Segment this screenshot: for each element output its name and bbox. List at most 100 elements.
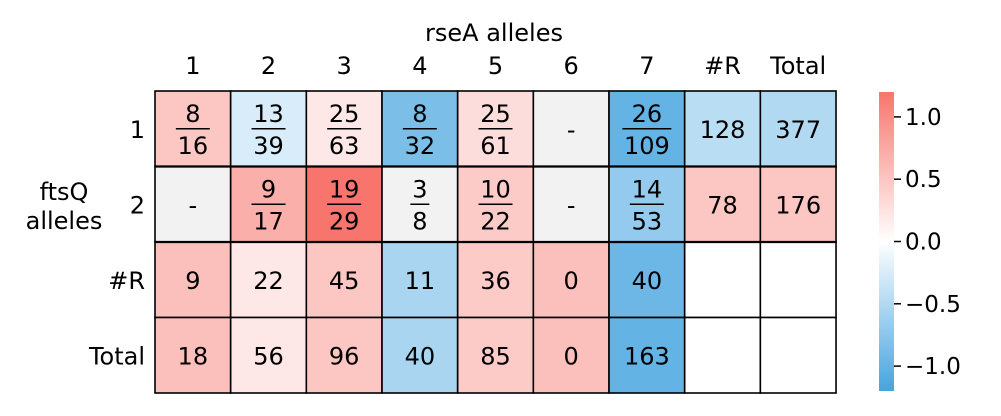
cell-value: 163 [624,342,670,370]
colorbar-gradient [879,92,894,391]
heatmap-cell: 176 [759,165,837,243]
heatmap-cell: 163 [608,316,686,394]
heatmap-cell [683,241,762,319]
column-label: Total [769,52,826,80]
heatmap-cell: 128 [683,90,762,168]
cell-value: 0 [564,342,579,370]
heatmap-cell: - [532,165,610,243]
heatmap-cell: 22 [229,241,308,319]
cell-value: 176 [775,191,821,219]
column-label: 4 [412,52,427,80]
heatmap-cell: 45 [305,241,383,319]
cell-numerator: 19 [329,175,360,203]
x-axis-label: rseA alleles [425,19,563,47]
cell-denominator: 17 [253,207,284,235]
cell-background [532,316,610,394]
cell-background [683,90,762,168]
heatmap-cell: 85 [456,316,535,394]
cell-value: - [567,191,576,219]
cell-denominator: 29 [329,207,360,235]
cell-value: 11 [405,267,436,295]
column-label: 3 [337,52,352,80]
heatmap-cell: 18 [154,316,232,394]
heatmap-cell: 832 [381,90,459,168]
cell-value: - [567,116,576,144]
row-label: Total [88,342,145,370]
heatmap-cell: 78 [683,165,762,243]
cell-numerator: 8 [185,100,200,128]
heatmap-cell [683,316,762,394]
cell-numerator: 26 [632,100,663,128]
colorbar-tick-label: 0.0 [905,230,942,256]
cell-value: 0 [564,267,579,295]
cell-denominator: 39 [253,132,284,160]
heatmap-cell: 377 [759,90,837,168]
heatmap-cell: 96 [305,316,383,394]
heatmap-cell: 40 [381,316,459,394]
colorbar-ticks: 1.0 0.5 0.0 −0.5 −1.0 [894,105,961,380]
row-labels: 1 2 #R Total [88,116,145,371]
cell-background [532,241,610,319]
heatmap-cell [759,241,837,319]
cell-value: 40 [632,267,663,295]
cell-value: 45 [329,267,360,295]
cell-numerator: 3 [412,175,427,203]
heatmap-cell: 11 [381,241,459,319]
cell-background [759,241,837,319]
heatmap-cell: 0 [532,316,610,394]
column-labels: 1 2 3 4 5 6 7 #R Total [185,52,826,80]
cell-background [154,165,232,243]
cell-value: 96 [329,342,360,370]
cell-value: 56 [253,342,284,370]
heatmap-cell: 40 [608,241,686,319]
cell-numerator: 14 [632,175,663,203]
row-label: 2 [130,191,145,219]
cell-numerator: 25 [480,100,511,128]
column-label: 1 [185,52,200,80]
cell-value: 377 [775,116,821,144]
cell-denominator: 53 [632,207,663,235]
cell-value: 78 [707,191,738,219]
cell-denominator: 63 [329,132,360,160]
heatmap-cell: 56 [229,316,308,394]
y-axis-label: ftsQ alleles [26,178,103,235]
cell-background [229,316,308,394]
heatmap-cell: 38 [381,165,459,243]
cell-value: 36 [480,267,511,295]
cell-numerator: 13 [253,100,284,128]
cell-value: 18 [178,342,209,370]
cell-denominator: 109 [624,132,670,160]
heatmap-cell: 816 [154,90,232,168]
column-label: #R [704,52,741,80]
cell-background [683,316,762,394]
cell-denominator: 16 [178,132,209,160]
cell-value: 9 [185,267,200,295]
heatmap-cell: - [154,165,232,243]
cell-denominator: 22 [480,207,511,235]
heatmap-cell: 0 [532,241,610,319]
column-label: 5 [488,52,503,80]
cell-value: 85 [480,342,511,370]
cell-background [229,241,308,319]
cell-background [456,316,535,394]
colorbar-tick-label: 1.0 [905,105,942,131]
cell-background [154,241,232,319]
cell-numerator: 9 [261,175,276,203]
cell-background [759,316,837,394]
cell-numerator: 8 [412,100,427,128]
colorbar-tick-label: −0.5 [905,292,961,318]
heatmap-cell: 36 [456,241,535,319]
cell-background [759,165,837,243]
heatmap-cell: 9 [154,241,232,319]
cell-denominator: 32 [405,132,436,160]
cell-value: 40 [405,342,436,370]
cell-background [456,241,535,319]
heatmap-cell: 917 [229,165,308,243]
column-label: 2 [261,52,276,80]
cell-background [381,316,459,394]
